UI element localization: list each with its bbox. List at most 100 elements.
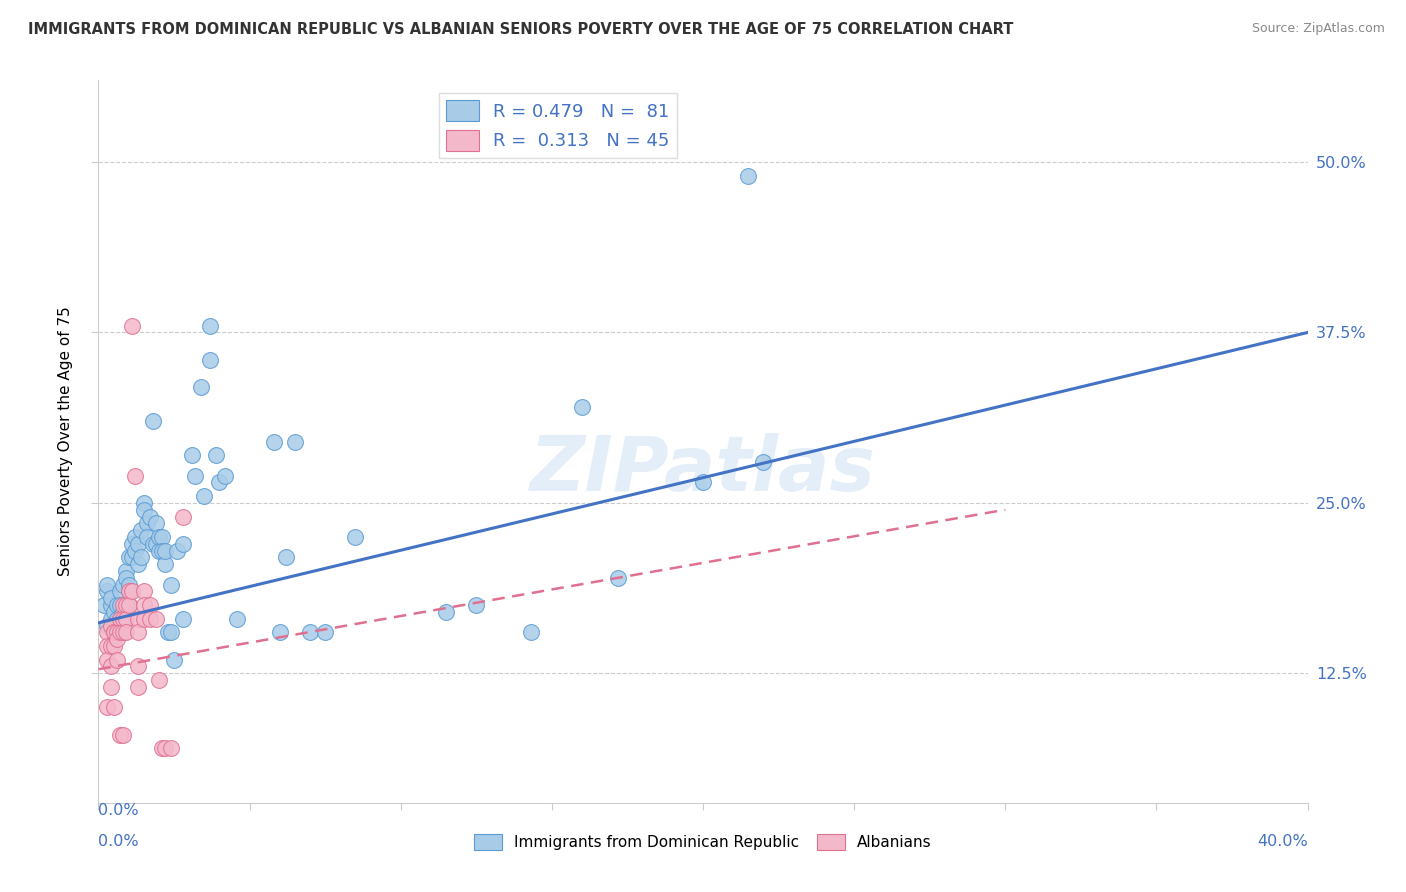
- Point: [105, 625, 128, 640]
- Point: [200, 318, 222, 333]
- Point: [108, 728, 131, 742]
- Point: [111, 728, 134, 742]
- Point: [127, 558, 149, 572]
- Point: [96, 625, 118, 640]
- Point: [100, 618, 122, 632]
- Point: [127, 680, 149, 694]
- Text: Source: ZipAtlas.com: Source: ZipAtlas.com: [1251, 22, 1385, 36]
- Point: [139, 612, 162, 626]
- Point: [124, 468, 146, 483]
- Point: [172, 509, 194, 524]
- Point: [127, 537, 149, 551]
- Point: [150, 741, 173, 756]
- Point: [114, 564, 136, 578]
- Point: [142, 414, 165, 428]
- Point: [96, 584, 118, 599]
- Point: [103, 625, 125, 640]
- Point: [96, 618, 118, 632]
- Point: [752, 455, 775, 469]
- Point: [111, 618, 134, 632]
- Point: [121, 318, 143, 333]
- Text: IMMIGRANTS FROM DOMINICAN REPUBLIC VS ALBANIAN SENIORS POVERTY OVER THE AGE OF 7: IMMIGRANTS FROM DOMINICAN REPUBLIC VS AL…: [28, 22, 1014, 37]
- Point: [100, 612, 122, 626]
- Point: [124, 543, 146, 558]
- Point: [172, 612, 194, 626]
- Point: [299, 625, 322, 640]
- Point: [148, 530, 170, 544]
- Point: [132, 612, 155, 626]
- Point: [100, 680, 122, 694]
- Point: [100, 598, 122, 612]
- Point: [108, 584, 131, 599]
- Text: 0.0%: 0.0%: [98, 834, 139, 849]
- Point: [114, 612, 136, 626]
- Point: [105, 653, 128, 667]
- Point: [314, 625, 336, 640]
- Point: [103, 639, 125, 653]
- Text: 0.0%: 0.0%: [98, 803, 139, 818]
- Point: [111, 605, 134, 619]
- Point: [145, 516, 167, 531]
- Point: [108, 612, 131, 626]
- Point: [166, 543, 188, 558]
- Point: [135, 530, 157, 544]
- Point: [434, 605, 457, 619]
- Point: [127, 659, 149, 673]
- Point: [127, 612, 149, 626]
- Point: [121, 550, 143, 565]
- Point: [465, 598, 488, 612]
- Y-axis label: Seniors Poverty Over the Age of 75: Seniors Poverty Over the Age of 75: [58, 307, 73, 576]
- Point: [145, 612, 167, 626]
- Point: [105, 598, 128, 612]
- Point: [226, 612, 249, 626]
- Point: [108, 625, 131, 640]
- Point: [103, 605, 125, 619]
- Point: [193, 489, 215, 503]
- Point: [132, 502, 155, 516]
- Point: [205, 448, 228, 462]
- Point: [100, 659, 122, 673]
- Point: [263, 434, 285, 449]
- Point: [132, 584, 155, 599]
- Point: [692, 475, 714, 490]
- Point: [118, 550, 141, 565]
- Point: [132, 496, 155, 510]
- Point: [607, 571, 630, 585]
- Point: [100, 591, 122, 606]
- Point: [108, 612, 131, 626]
- Point: [105, 612, 128, 626]
- Point: [103, 700, 125, 714]
- Point: [274, 550, 297, 565]
- Point: [139, 509, 162, 524]
- Point: [121, 537, 143, 551]
- Legend: Immigrants from Dominican Republic, Albanians: Immigrants from Dominican Republic, Alba…: [468, 829, 938, 856]
- Point: [100, 639, 122, 653]
- Point: [118, 598, 141, 612]
- Point: [184, 468, 207, 483]
- Point: [160, 741, 183, 756]
- Point: [111, 625, 134, 640]
- Point: [121, 584, 143, 599]
- Point: [129, 550, 152, 565]
- Point: [208, 475, 231, 490]
- Point: [111, 625, 134, 640]
- Point: [153, 741, 176, 756]
- Point: [118, 598, 141, 612]
- Point: [132, 598, 155, 612]
- Point: [114, 625, 136, 640]
- Point: [105, 632, 128, 647]
- Point: [214, 468, 236, 483]
- Point: [344, 530, 367, 544]
- Point: [129, 523, 152, 537]
- Point: [145, 537, 167, 551]
- Point: [96, 577, 118, 591]
- Point: [103, 618, 125, 632]
- Point: [96, 639, 118, 653]
- Point: [103, 625, 125, 640]
- Point: [148, 543, 170, 558]
- Point: [160, 577, 183, 591]
- Point: [111, 598, 134, 612]
- Point: [181, 448, 204, 462]
- Point: [118, 577, 141, 591]
- Point: [153, 558, 176, 572]
